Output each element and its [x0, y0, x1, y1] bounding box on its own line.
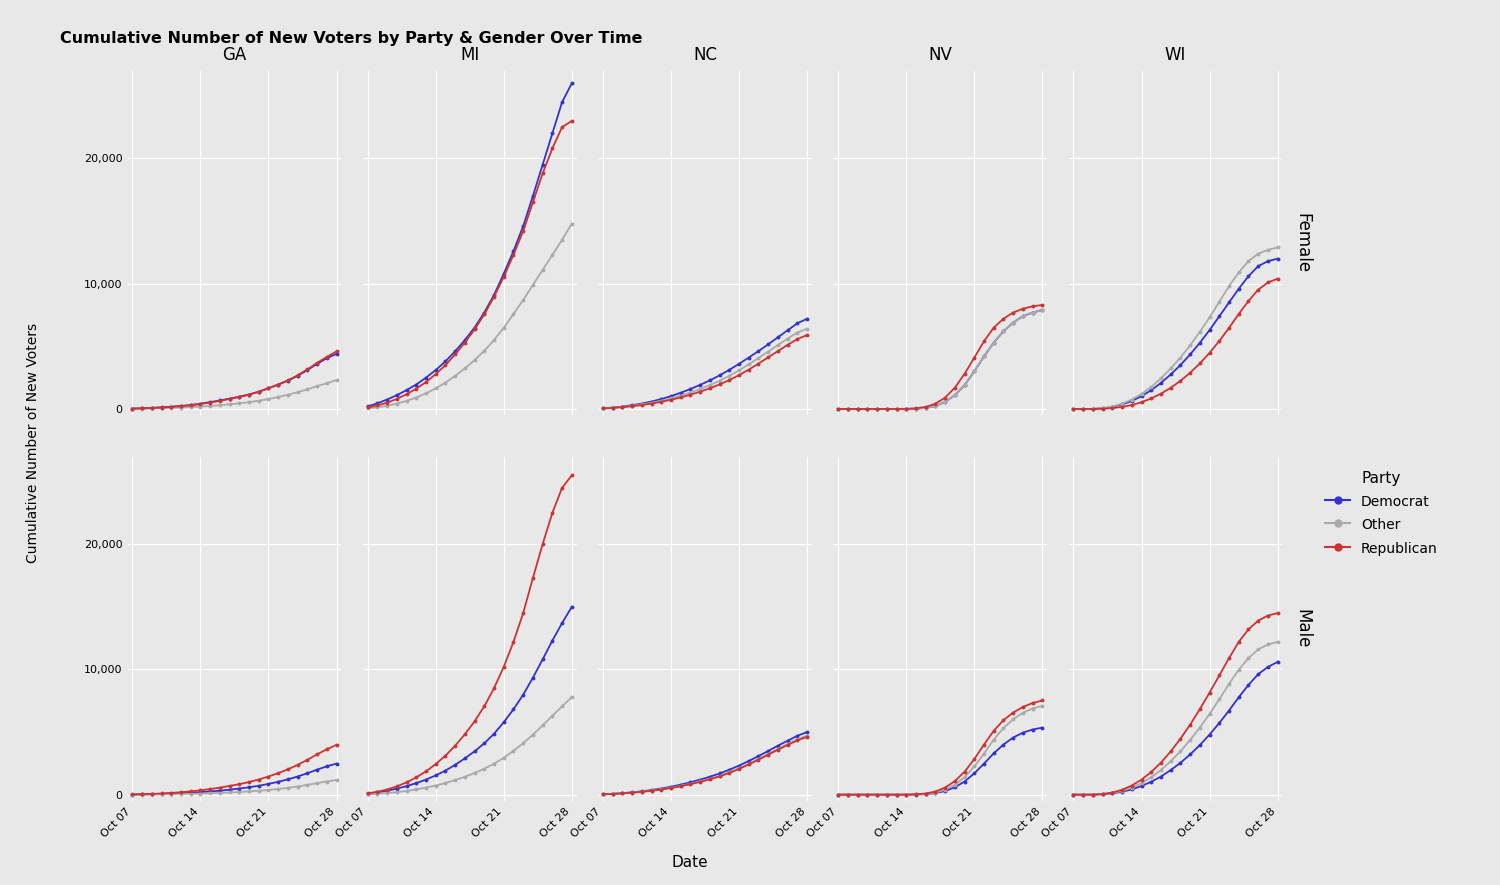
Title: NC: NC: [693, 46, 717, 64]
Legend: Democrat, Other, Republican: Democrat, Other, Republican: [1320, 466, 1443, 561]
Title: NV: NV: [928, 46, 952, 64]
Title: GA: GA: [222, 46, 246, 64]
Text: Cumulative Number of New Voters by Party & Gender Over Time: Cumulative Number of New Voters by Party…: [60, 31, 642, 46]
Text: Cumulative Number of New Voters: Cumulative Number of New Voters: [26, 322, 40, 563]
Text: Male: Male: [1293, 609, 1311, 649]
Text: Female: Female: [1293, 213, 1311, 273]
Title: WI: WI: [1166, 46, 1186, 64]
Text: Date: Date: [672, 856, 708, 870]
Title: MI: MI: [460, 46, 480, 64]
